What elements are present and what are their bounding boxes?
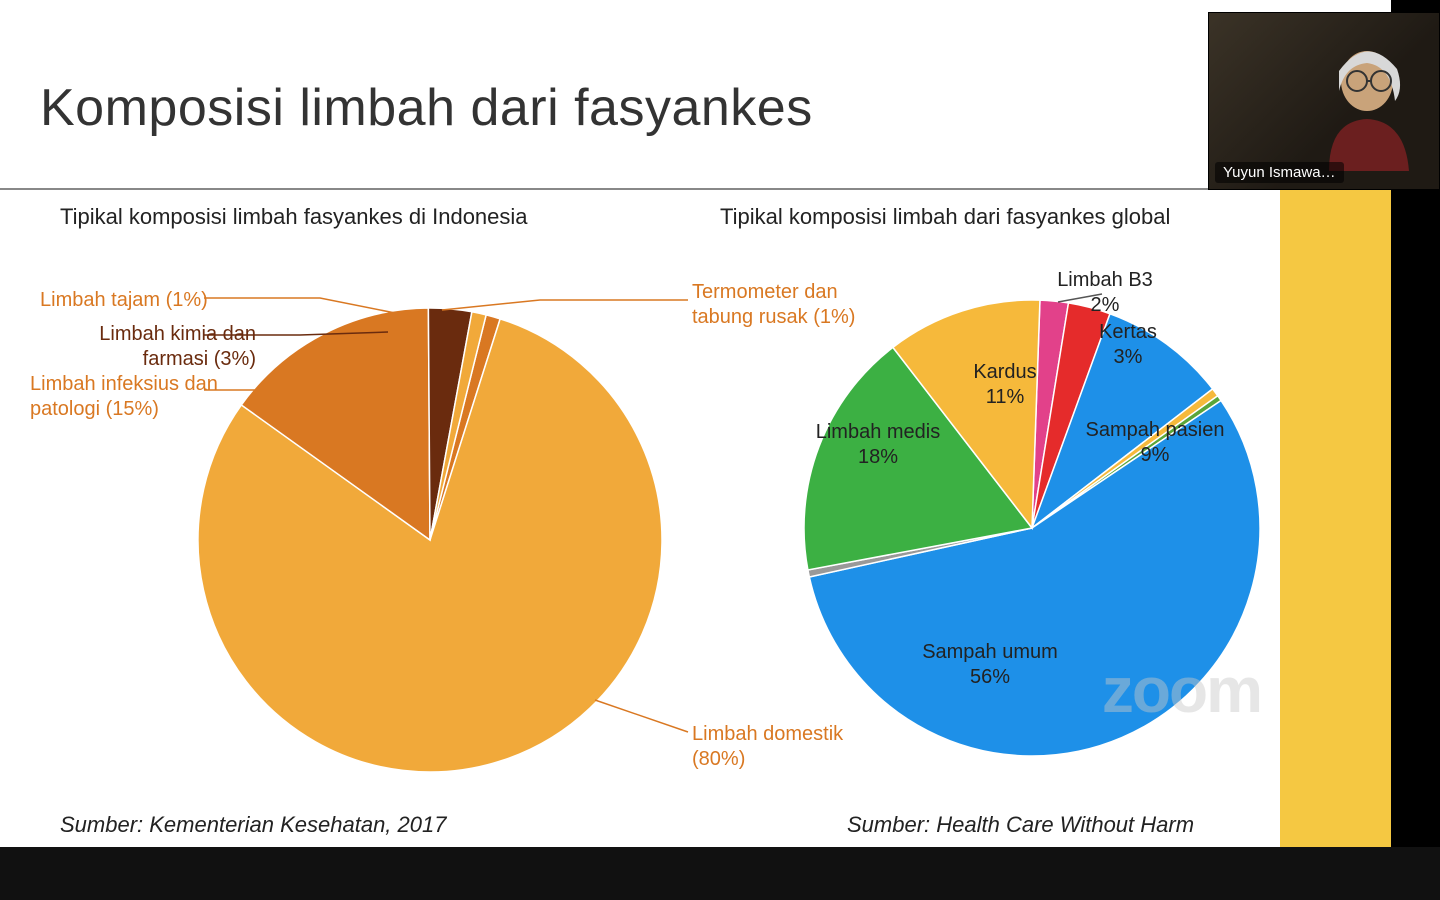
- label-pasien: Sampah pasien 9%: [1086, 418, 1225, 468]
- page-title: Komposisi limbah dari fasyankes: [40, 78, 813, 138]
- left-chart-source: Sumber: Kementerian Kesehatan, 2017: [60, 812, 446, 838]
- accent-stripe: [1280, 190, 1391, 847]
- label-domestik: Limbah domestik (80%): [692, 722, 843, 772]
- slide: Komposisi limbah dari fasyankes Tipikal …: [0, 0, 1391, 847]
- label-medis: Limbah medis 18%: [816, 420, 941, 470]
- label-tajam: Limbah tajam (1%): [40, 288, 208, 313]
- label-b3: Limbah B3 2%: [1057, 268, 1153, 318]
- divider: [0, 188, 1280, 190]
- zoom-toolbar[interactable]: [0, 847, 1440, 900]
- label-kardus: Kardus 11%: [973, 360, 1036, 410]
- label-kimia: Limbah kimia dan farmasi (3%): [0, 322, 256, 372]
- label-umum: Sampah umum 56%: [922, 640, 1058, 690]
- right-chart-source: Sumber: Health Care Without Harm: [847, 812, 1194, 838]
- left-pie-chart: [198, 308, 662, 772]
- zoom-watermark: zoom: [1102, 653, 1261, 727]
- left-chart-subtitle: Tipikal komposisi limbah fasyankes di In…: [60, 204, 528, 230]
- label-kertas: Kertas 3%: [1099, 320, 1157, 370]
- right-chart-subtitle: Tipikal komposisi limbah dari fasyankes …: [720, 204, 1170, 230]
- avatar-icon: [1309, 41, 1419, 171]
- label-infeksius: Limbah infeksius dan patologi (15%): [30, 372, 218, 422]
- presenter-name: Yuyun Ismawa…: [1215, 162, 1344, 183]
- label-termo: Termometer dan tabung rusak (1%): [692, 280, 855, 330]
- presenter-webcam: Yuyun Ismawa…: [1208, 12, 1440, 190]
